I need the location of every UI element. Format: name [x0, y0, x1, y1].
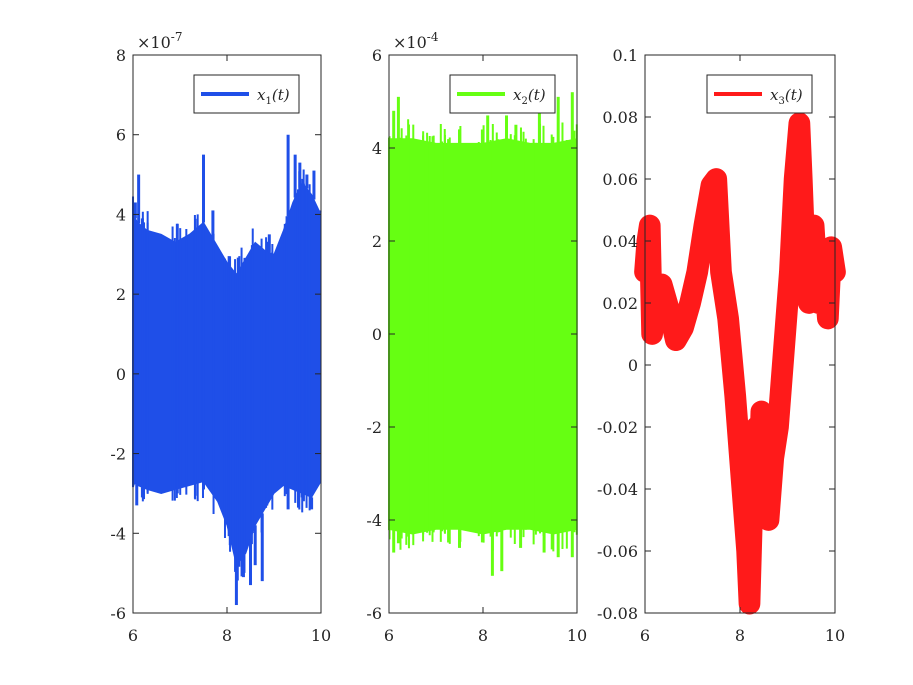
x3-y-tick-label: 0.02	[602, 294, 638, 313]
x2-x-tick-label: 6	[384, 626, 394, 645]
x2-y-tick-label: 2	[372, 232, 382, 251]
x1-x-tick-label: 10	[311, 626, 331, 645]
x3-ticks: -0.08 -0.06 -0.04 -0.02 0 0.02 0.04 0.06 0.08 0.1…	[597, 46, 845, 645]
x3-legend-label: x3(t)	[770, 86, 803, 107]
panel-x3: -0.08 -0.06 -0.04 -0.02 0 0.02 0.04 0.06 0.08 0.1…	[597, 46, 846, 645]
x3-series-line	[634, 112, 846, 615]
x1-x-tick-label: 6	[128, 626, 138, 645]
x3-y-tick-label: 0	[628, 356, 638, 375]
x1-y-tick-label: 6	[116, 126, 126, 145]
x3-legend: x3(t)	[706, 74, 813, 114]
x3-x-tick-label: 8	[735, 626, 745, 645]
x3-y-tick-label: 0.1	[613, 46, 638, 65]
x1-y-tick-label: 4	[116, 205, 126, 224]
x3-y-tick-label: 0.06	[602, 170, 638, 189]
x2-plot-area	[388, 92, 578, 576]
x2-y-tick-label: -6	[366, 604, 382, 623]
panel-x1: -6 -4 -2 0 2 4 6 8 6 8 10 ×10-7 x1(t)	[110, 30, 331, 645]
x2-y-tick-label: 0	[372, 325, 382, 344]
x3-plot-area	[634, 112, 846, 615]
x2-exponent-label: ×10-4	[393, 30, 439, 52]
x2-y-tick-label: -4	[366, 511, 382, 530]
x1-exponent-label: ×10-7	[137, 30, 182, 52]
x1-y-tick-label: 2	[116, 285, 126, 304]
x1-y-tick-label: -2	[110, 445, 126, 464]
x1-y-tick-label: 0	[116, 365, 126, 384]
x3-y-tick-label: -0.02	[597, 418, 638, 437]
x1-ticks: -6 -4 -2 0 2 4 6 8 6 8 10	[110, 46, 331, 645]
x2-y-tick-label: -2	[366, 418, 382, 437]
x1-y-tick-label: -6	[110, 604, 126, 623]
x1-legend-label: x1(t)	[257, 86, 290, 107]
x3-y-tick-label: 0.04	[602, 232, 638, 251]
x2-x-tick-label: 10	[567, 626, 587, 645]
x1-plot-area	[132, 134, 322, 606]
panel-x2: -6 -4 -2 0 2 4 6 6 8 10 ×10-4 x2(t)	[366, 30, 587, 645]
x3-x-tick-label: 6	[640, 626, 650, 645]
x3-y-tick-label: 0.08	[602, 108, 638, 127]
x3-y-tick-label: -0.04	[597, 480, 638, 499]
x2-y-tick-label: 6	[372, 46, 382, 65]
x1-legend: x1(t)	[193, 74, 300, 114]
x3-y-tick-label: -0.08	[597, 604, 638, 623]
x2-ticks: -6 -4 -2 0 2 4 6 6 8 10	[366, 46, 587, 645]
x2-x-tick-label: 8	[478, 626, 488, 645]
x1-y-tick-label: 8	[116, 46, 126, 65]
x3-x-tick-label: 10	[825, 626, 845, 645]
x1-y-tick-label: -4	[110, 524, 126, 543]
x3-y-tick-label: -0.06	[597, 542, 638, 561]
x1-x-tick-label: 8	[222, 626, 232, 645]
x2-legend-label: x2(t)	[513, 86, 546, 107]
x2-y-tick-label: 4	[372, 139, 382, 158]
x2-legend: x2(t)	[449, 74, 556, 114]
